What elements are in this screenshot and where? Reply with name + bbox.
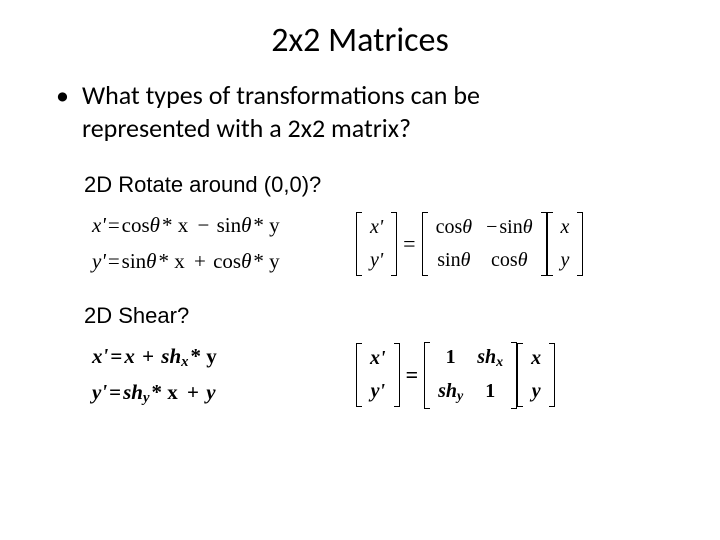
vector-out: x' y' bbox=[356, 212, 397, 276]
fn-sin: sin bbox=[217, 213, 242, 237]
plus-sign: + bbox=[192, 249, 208, 273]
vector-in: x y bbox=[547, 212, 584, 276]
cell: x' bbox=[370, 347, 386, 370]
equals-sign: = bbox=[397, 231, 421, 257]
shear-matrix: 1 shx shy 1 bbox=[424, 342, 517, 410]
rotate-eq-x: x'=cosθ* x − sinθ* y bbox=[92, 208, 332, 244]
cell: 1 bbox=[438, 346, 463, 371]
rotate-eq-y: y'=sinθ* x + cosθ* y bbox=[92, 244, 332, 280]
vector-out: x' y' bbox=[356, 343, 400, 407]
eq-term: * y bbox=[188, 344, 218, 368]
minus-sign: − bbox=[195, 213, 211, 237]
shear-equations: x'=x + shx* y y'=shy* x + y x' y' = 1 s bbox=[92, 339, 672, 411]
plus-sign: + bbox=[140, 344, 156, 368]
eq-lhs: y' bbox=[92, 249, 106, 273]
cell: cosθ bbox=[486, 249, 532, 272]
rotate-scalar-equations: x'=cosθ* x − sinθ* y y'=sinθ* x + cosθ* … bbox=[92, 208, 332, 279]
cell: x bbox=[561, 216, 570, 239]
eq-term: y bbox=[206, 380, 215, 404]
bullet-text-line2: represented with a 2x2 matrix? bbox=[82, 112, 411, 144]
cell: x' bbox=[370, 216, 383, 239]
cell: −sinθ bbox=[486, 216, 532, 239]
rotate-label: 2D Rotate around (0,0)? bbox=[84, 172, 672, 198]
eq-lhs: y' bbox=[92, 380, 107, 404]
cell: y' bbox=[370, 249, 383, 272]
eq-term: * y bbox=[251, 213, 281, 237]
eq-term: * y bbox=[251, 249, 281, 273]
slide: 2x2 Matrices What types of transformatio… bbox=[0, 0, 720, 540]
eq-term: * x bbox=[157, 249, 187, 273]
cell: shx bbox=[477, 346, 503, 371]
cell: 1 bbox=[477, 380, 503, 405]
bullet-text-line1: What types of transformations can be bbox=[82, 79, 480, 111]
bullet-list: What types of transformations can be rep… bbox=[54, 79, 672, 144]
eq-term: * x bbox=[150, 380, 180, 404]
cell: y bbox=[531, 380, 541, 403]
shear-label: 2D Shear? bbox=[84, 303, 672, 329]
vector-in: x y bbox=[517, 343, 555, 407]
eq-term: * x bbox=[160, 213, 190, 237]
bullet-item: What types of transformations can be rep… bbox=[54, 79, 672, 144]
equals-sign: = bbox=[106, 249, 122, 273]
rotate-equations: x'=cosθ* x − sinθ* y y'=sinθ* x + cosθ* … bbox=[92, 208, 672, 279]
eq-lhs: x' bbox=[92, 213, 106, 237]
arg-theta: θ bbox=[150, 213, 160, 237]
rotate-matrix-equation: x' y' = cosθ −sinθ sinθ cosθ x bbox=[356, 212, 583, 276]
fn-sin: sin bbox=[122, 249, 147, 273]
equals-sign: = bbox=[107, 380, 123, 404]
shear-matrix-equation: x' y' = 1 shx shy 1 x y bbox=[356, 342, 555, 410]
eq-term: sh bbox=[123, 380, 143, 404]
equals-sign: = bbox=[400, 362, 425, 388]
slide-title: 2x2 Matrices bbox=[48, 20, 672, 61]
cell: cosθ bbox=[436, 216, 473, 239]
cell: shy bbox=[438, 380, 463, 405]
shear-eq-x: x'=x + shx* y bbox=[92, 339, 332, 375]
arg-theta: θ bbox=[241, 249, 251, 273]
eq-term: x bbox=[124, 344, 135, 368]
fn-cos: cos bbox=[213, 249, 241, 273]
arg-theta: θ bbox=[146, 249, 156, 273]
shear-eq-y: y'=shy* x + y bbox=[92, 375, 332, 411]
cell: y' bbox=[370, 380, 386, 403]
equals-sign: = bbox=[106, 213, 122, 237]
cell: x bbox=[531, 347, 541, 370]
eq-lhs: x' bbox=[92, 344, 108, 368]
cell: sinθ bbox=[436, 249, 473, 272]
rotation-matrix: cosθ −sinθ sinθ cosθ bbox=[422, 212, 547, 276]
subscript: y bbox=[143, 390, 150, 406]
equals-sign: = bbox=[108, 344, 124, 368]
cell: y bbox=[561, 249, 570, 272]
arg-theta: θ bbox=[241, 213, 251, 237]
shear-scalar-equations: x'=x + shx* y y'=shy* x + y bbox=[92, 339, 332, 411]
plus-sign: + bbox=[185, 380, 201, 404]
eq-term: sh bbox=[161, 344, 181, 368]
fn-cos: cos bbox=[122, 213, 150, 237]
